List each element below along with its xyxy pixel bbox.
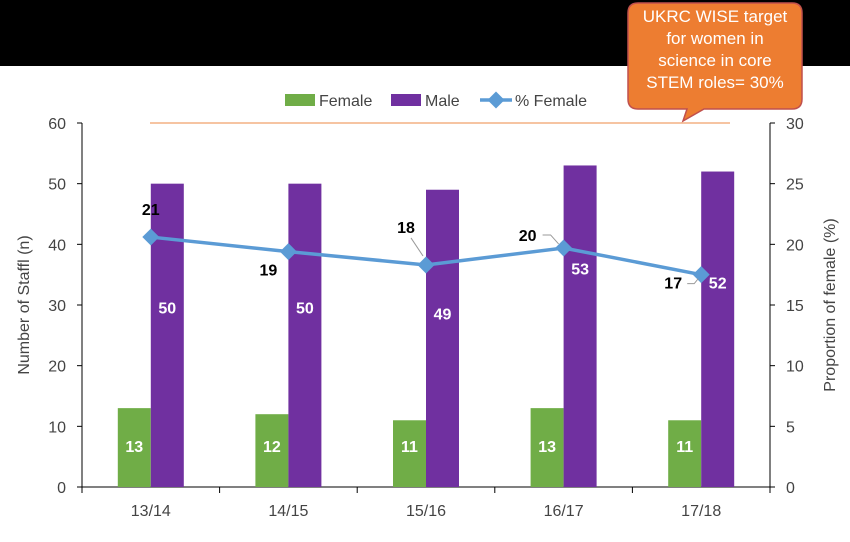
male-value-label: 53	[571, 261, 589, 278]
pct-value-label: 18	[397, 220, 415, 237]
callout-line: science in core	[658, 51, 772, 70]
pct-point	[142, 228, 160, 246]
target-callout	[627, 2, 803, 123]
y-tick-label: 0	[57, 480, 66, 497]
axes: 0 10 20 30 40 50 60 0 5 10 15 20 25 30 13/14 14/15 15/16…	[16, 116, 839, 520]
male-bar	[426, 189, 459, 487]
x-tick-label: 15/16	[406, 503, 446, 520]
y-axis-title: Number of Staffl (n)	[16, 235, 33, 374]
female-bar	[393, 420, 426, 487]
legend: Female Male % Female	[285, 91, 587, 110]
female-bar	[117, 408, 151, 487]
female-value-label: 13	[538, 439, 556, 456]
legend-swatch-female	[285, 94, 315, 106]
y2-tick-label: 25	[786, 177, 804, 194]
x-tick-label: 13/14	[131, 503, 171, 520]
legend-label-pct: % Female	[515, 93, 587, 110]
pct-point	[692, 266, 710, 284]
callout-line: UKRC WISE target	[642, 7, 788, 26]
y2-tick-label: 10	[786, 359, 804, 376]
male-value-label: 49	[434, 307, 452, 324]
leader-line	[410, 237, 424, 257]
female-bar	[668, 420, 702, 487]
y-tick-label: 20	[48, 359, 66, 376]
male-value-label: 50	[296, 301, 314, 318]
male-bar	[701, 171, 735, 488]
pct-female-line	[142, 228, 710, 284]
male-value-label: 52	[709, 276, 727, 293]
x-tick-label: 16/17	[544, 503, 584, 520]
legend-swatch-male	[391, 94, 421, 106]
pct-point	[279, 243, 297, 261]
y-tick-label: 40	[48, 237, 66, 254]
female-bar	[530, 408, 564, 487]
female-value-label: 12	[263, 439, 281, 456]
legend-swatch-pct-marker	[487, 91, 505, 109]
callout-box	[627, 2, 803, 123]
y2-tick-label: 0	[786, 480, 795, 497]
pct-point	[555, 239, 573, 257]
bars	[117, 165, 735, 488]
male-value-label: 50	[158, 301, 176, 318]
data-labels: 13 50 12 50 11 49 13 53 11 52 21 19 18 20 17	[125, 202, 726, 456]
y-tick-label: 30	[48, 298, 66, 315]
pct-value-label: 17	[664, 276, 682, 293]
female-value-label: 13	[125, 439, 143, 456]
x-tick-label: 17/18	[681, 503, 721, 520]
y2-tick-label: 20	[786, 237, 804, 254]
pct-value-label: 20	[519, 228, 537, 245]
female-value-label: 11	[401, 439, 418, 456]
pct-value-label: 19	[260, 263, 278, 280]
y2-tick-label: 5	[786, 419, 795, 436]
leader-line	[687, 278, 699, 285]
pct-value-label: 21	[142, 202, 160, 219]
male-bar	[288, 183, 322, 487]
y-tick-label: 50	[48, 177, 66, 194]
leader-line	[542, 234, 559, 245]
pct-point	[417, 256, 435, 274]
x-tick-label: 14/15	[268, 503, 308, 520]
legend-label-male: Male	[425, 93, 460, 110]
y2-axis-title: Proportion of female (%)	[822, 218, 839, 391]
female-bar	[255, 414, 289, 487]
callout-line: for women in	[666, 29, 764, 48]
female-value-label: 11	[676, 439, 693, 456]
y2-tick-label: 30	[786, 116, 804, 133]
callout-line: STEM roles= 30%	[646, 73, 784, 92]
y-tick-label: 10	[48, 419, 66, 436]
male-bar	[150, 183, 184, 487]
y-tick-label: 60	[48, 116, 66, 133]
male-bar	[563, 165, 597, 487]
legend-label-female: Female	[319, 93, 372, 110]
y2-tick-label: 15	[786, 298, 804, 315]
callout-text: UKRC WISE target for women in science in…	[630, 6, 800, 94]
